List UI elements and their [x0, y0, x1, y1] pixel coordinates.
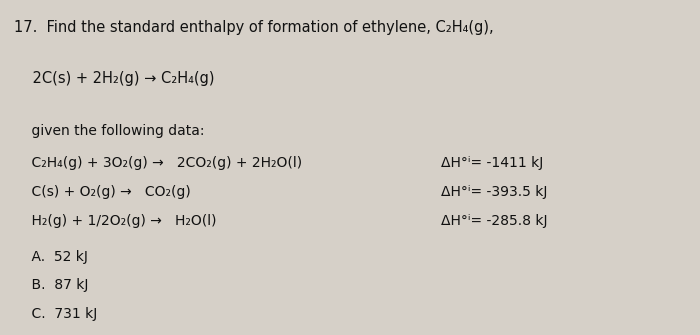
Text: H₂(g) + 1/2O₂(g) →   H₂O(l): H₂(g) + 1/2O₂(g) → H₂O(l) — [14, 214, 216, 228]
Text: C(s) + O₂(g) →   CO₂(g): C(s) + O₂(g) → CO₂(g) — [14, 185, 190, 199]
Text: C₂H₄(g) + 3O₂(g) →   2CO₂(g) + 2H₂O(l): C₂H₄(g) + 3O₂(g) → 2CO₂(g) + 2H₂O(l) — [14, 156, 302, 170]
Text: ΔH°ⁱ= -393.5 kJ: ΔH°ⁱ= -393.5 kJ — [441, 185, 547, 199]
Text: 2C(s) + 2H₂(g) → C₂H₄(g): 2C(s) + 2H₂(g) → C₂H₄(g) — [14, 71, 214, 86]
Text: A.  52 kJ: A. 52 kJ — [14, 250, 88, 264]
Text: 17.  Find the standard enthalpy of formation of ethylene, C₂H₄(g),: 17. Find the standard enthalpy of format… — [14, 19, 493, 35]
Text: C.  731 kJ: C. 731 kJ — [14, 308, 97, 321]
Text: given the following data:: given the following data: — [14, 124, 204, 138]
Text: B.  87 kJ: B. 87 kJ — [14, 278, 88, 292]
Text: ΔH°ⁱ= -285.8 kJ: ΔH°ⁱ= -285.8 kJ — [441, 214, 547, 228]
Text: ΔH°ⁱ= -1411 kJ: ΔH°ⁱ= -1411 kJ — [441, 156, 543, 170]
